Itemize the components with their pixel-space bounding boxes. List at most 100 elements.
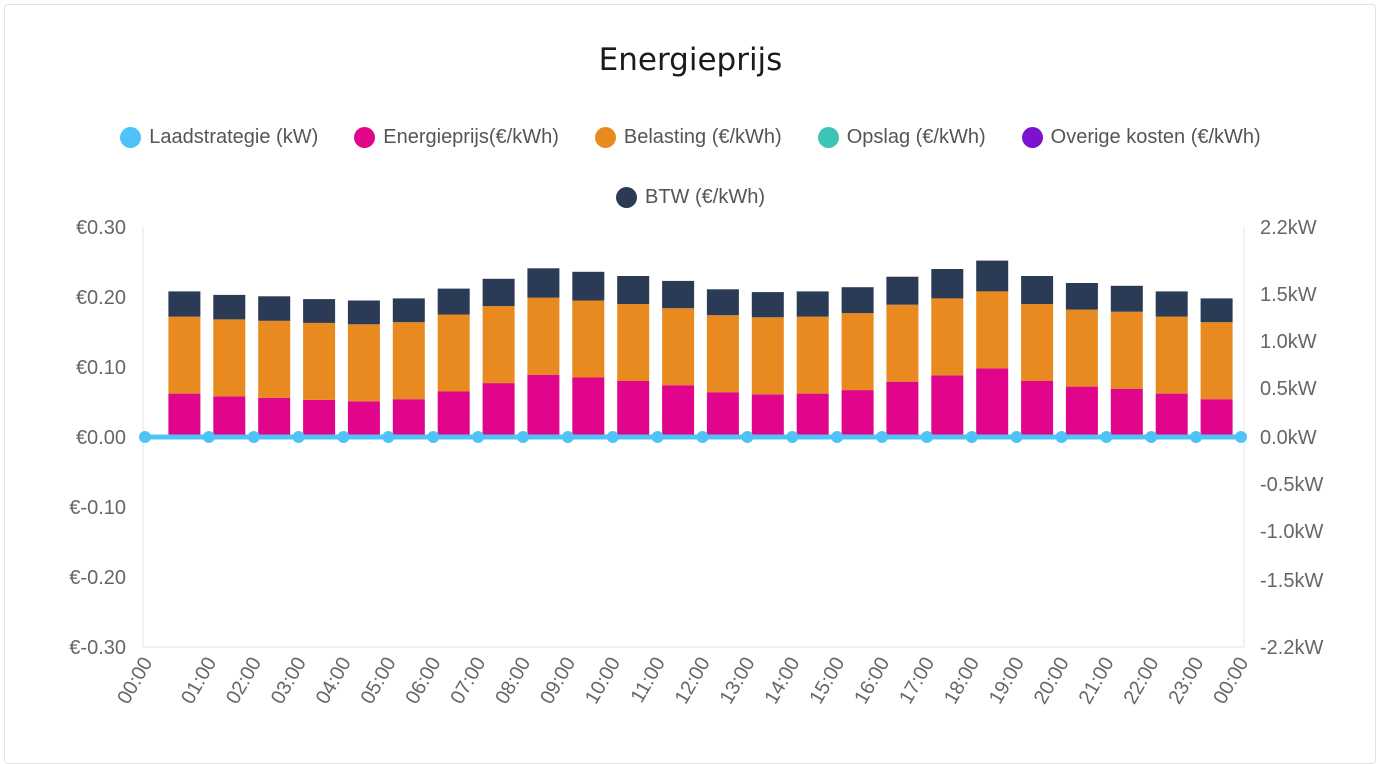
- bar-belasting[interactable]: [527, 297, 560, 375]
- bar-energieprijs[interactable]: [976, 368, 1009, 437]
- point-laadstrategie[interactable]: [1055, 431, 1068, 443]
- point-laadstrategie[interactable]: [1190, 431, 1203, 443]
- point-laadstrategie[interactable]: [965, 431, 978, 443]
- bar-belasting[interactable]: [303, 322, 336, 400]
- bar-energieprijs[interactable]: [751, 394, 784, 437]
- bar-belasting[interactable]: [751, 317, 784, 395]
- bar-btw[interactable]: [1155, 291, 1188, 317]
- point-laadstrategie[interactable]: [1145, 431, 1158, 443]
- bar-btw[interactable]: [213, 294, 246, 320]
- bar-energieprijs[interactable]: [886, 381, 919, 437]
- bar-energieprijs[interactable]: [841, 390, 874, 437]
- bar-btw[interactable]: [347, 300, 380, 325]
- bar-belasting[interactable]: [1155, 316, 1188, 394]
- bar-energieprijs[interactable]: [1200, 399, 1233, 437]
- bar-btw[interactable]: [976, 260, 1009, 292]
- bar-btw[interactable]: [706, 289, 739, 316]
- point-laadstrategie[interactable]: [651, 431, 664, 443]
- point-laadstrategie[interactable]: [876, 431, 888, 443]
- bar-belasting[interactable]: [662, 308, 695, 386]
- bar-btw[interactable]: [1021, 276, 1054, 304]
- point-laadstrategie[interactable]: [1100, 431, 1113, 443]
- bar-belasting[interactable]: [931, 298, 964, 376]
- bar-btw[interactable]: [617, 276, 650, 304]
- bar-btw[interactable]: [527, 268, 560, 298]
- bar-energieprijs[interactable]: [931, 375, 964, 437]
- bar-btw[interactable]: [1200, 298, 1233, 323]
- point-laadstrategie[interactable]: [337, 431, 350, 443]
- bar-belasting[interactable]: [617, 304, 650, 381]
- bar-belasting[interactable]: [1200, 322, 1233, 400]
- bar-energieprijs[interactable]: [1065, 386, 1098, 437]
- bar-energieprijs[interactable]: [213, 396, 246, 437]
- legend-item-overige[interactable]: Overige kosten (€/kWh): [1021, 126, 1261, 149]
- point-laadstrategie[interactable]: [472, 431, 485, 443]
- legend-item-btw[interactable]: BTW (€/kWh): [616, 186, 765, 209]
- bar-belasting[interactable]: [482, 306, 515, 384]
- point-laadstrategie[interactable]: [292, 431, 305, 443]
- bar-energieprijs[interactable]: [168, 393, 201, 437]
- point-laadstrategie[interactable]: [741, 431, 754, 443]
- point-laadstrategie[interactable]: [382, 431, 395, 443]
- bar-btw[interactable]: [796, 291, 829, 317]
- legend-item-opslag[interactable]: Opslag (€/kWh): [817, 126, 986, 149]
- bar-btw[interactable]: [662, 280, 695, 309]
- point-laadstrategie[interactable]: [139, 431, 151, 443]
- bar-btw[interactable]: [392, 298, 425, 323]
- bar-energieprijs[interactable]: [1155, 393, 1188, 437]
- bar-belasting[interactable]: [796, 316, 829, 394]
- bar-belasting[interactable]: [572, 300, 605, 378]
- bar-belasting[interactable]: [437, 314, 470, 392]
- bar-belasting[interactable]: [213, 319, 246, 397]
- point-laadstrategie[interactable]: [1010, 431, 1023, 443]
- bar-energieprijs[interactable]: [347, 401, 380, 437]
- legend-item-energieprijs[interactable]: Energieprijs(€/kWh): [354, 126, 559, 149]
- bar-belasting[interactable]: [392, 322, 425, 400]
- bar-btw[interactable]: [931, 269, 964, 299]
- bar-energieprijs[interactable]: [482, 383, 515, 437]
- bar-belasting[interactable]: [706, 315, 739, 393]
- point-laadstrategie[interactable]: [561, 431, 574, 443]
- bar-energieprijs[interactable]: [662, 385, 695, 437]
- legend-item-belasting[interactable]: Belasting (€/kWh): [594, 126, 782, 149]
- bar-energieprijs[interactable]: [1110, 388, 1143, 437]
- point-laadstrategie[interactable]: [247, 431, 260, 443]
- bar-energieprijs[interactable]: [527, 374, 560, 437]
- bar-btw[interactable]: [303, 299, 336, 323]
- legend-item-laadstrategie[interactable]: Laadstrategie (kW): [120, 126, 318, 149]
- bar-belasting[interactable]: [1110, 311, 1143, 389]
- bar-energieprijs[interactable]: [303, 399, 336, 437]
- point-laadstrategie[interactable]: [1235, 431, 1247, 443]
- point-laadstrategie[interactable]: [606, 431, 619, 443]
- bar-energieprijs[interactable]: [706, 392, 739, 437]
- point-laadstrategie[interactable]: [427, 431, 440, 443]
- bar-btw[interactable]: [572, 271, 605, 301]
- bar-belasting[interactable]: [886, 304, 919, 382]
- point-laadstrategie[interactable]: [696, 431, 709, 443]
- bar-btw[interactable]: [886, 276, 919, 305]
- bar-btw[interactable]: [1110, 285, 1143, 312]
- bar-belasting[interactable]: [841, 313, 874, 391]
- bar-energieprijs[interactable]: [572, 377, 605, 438]
- point-laadstrategie[interactable]: [202, 431, 215, 443]
- point-laadstrategie[interactable]: [920, 431, 933, 443]
- bar-belasting[interactable]: [168, 316, 201, 394]
- bar-belasting[interactable]: [1065, 309, 1098, 387]
- bar-btw[interactable]: [482, 278, 515, 307]
- bar-energieprijs[interactable]: [1021, 381, 1054, 437]
- point-laadstrategie[interactable]: [831, 431, 844, 443]
- bar-btw[interactable]: [168, 291, 201, 317]
- bar-energieprijs[interactable]: [796, 393, 829, 437]
- bar-btw[interactable]: [841, 287, 874, 314]
- bar-btw[interactable]: [258, 296, 291, 321]
- bar-energieprijs[interactable]: [258, 397, 291, 437]
- bar-btw[interactable]: [1065, 283, 1098, 310]
- point-laadstrategie[interactable]: [786, 431, 799, 443]
- bar-energieprijs[interactable]: [617, 381, 650, 437]
- bar-btw[interactable]: [751, 292, 784, 318]
- point-laadstrategie[interactable]: [517, 431, 529, 443]
- bar-btw[interactable]: [437, 288, 470, 315]
- bar-belasting[interactable]: [1021, 304, 1054, 381]
- bar-belasting[interactable]: [976, 291, 1009, 369]
- bar-belasting[interactable]: [347, 324, 380, 402]
